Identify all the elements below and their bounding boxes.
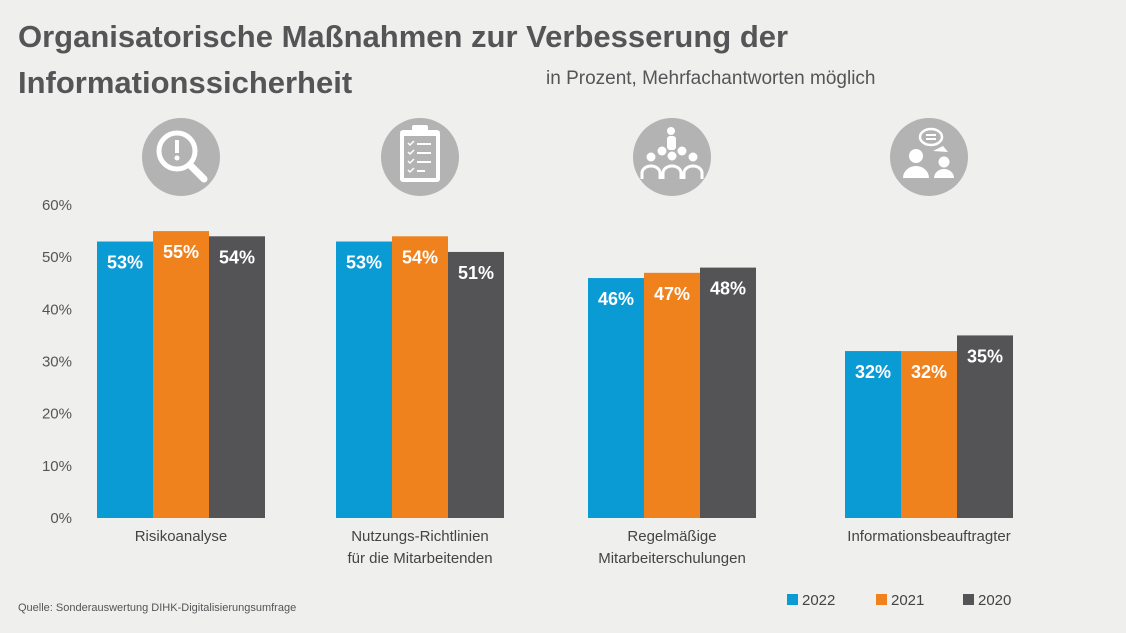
bar-2021 (392, 236, 448, 519)
category-label: Mitarbeiterschulungen (598, 550, 746, 567)
legend-swatch-2022 (787, 594, 798, 605)
data-label: 46% (598, 289, 634, 309)
bar-2020 (957, 335, 1013, 518)
category-label: Risikoanalyse (135, 528, 228, 545)
data-label: 32% (855, 362, 891, 382)
category-label: für die Mitarbeitenden (347, 550, 492, 567)
category-label: Nutzungs-Richtlinien (351, 528, 489, 545)
bar-2022 (97, 241, 153, 518)
bar-2020 (700, 267, 756, 518)
bar-2021 (901, 351, 957, 518)
chart-subtitle: in Prozent, Mehrfachantworten möglich (546, 68, 876, 89)
data-label: 55% (163, 242, 199, 262)
y-tick-label: 40% (42, 301, 72, 318)
data-label: 47% (654, 284, 690, 304)
category-label: Regelmäßige (627, 528, 716, 545)
bar-2021 (644, 272, 700, 518)
bar-2020 (448, 251, 504, 518)
legend-swatch-2021 (876, 594, 887, 605)
data-label: 48% (710, 279, 746, 299)
data-label: 32% (911, 362, 947, 382)
data-label: 51% (458, 263, 494, 283)
category-label: Informationsbeauftragter (847, 528, 1010, 545)
y-tick-label: 0% (50, 510, 72, 527)
data-label: 54% (402, 247, 438, 267)
y-tick-label: 20% (42, 406, 72, 423)
presenter-audience-icon (633, 118, 711, 196)
bar-2020 (209, 236, 265, 519)
chart-title: Organisatorische Maßnahmen zur Verbesser… (18, 19, 789, 100)
y-tick-label: 30% (42, 354, 72, 371)
data-label: 54% (219, 247, 255, 267)
people-speech-bubble-icon (890, 118, 968, 196)
bar-2021 (153, 231, 209, 519)
y-tick-label: 60% (42, 197, 72, 214)
y-tick-label: 50% (42, 249, 72, 266)
clipboard-checklist-icon (381, 118, 459, 196)
data-label: 53% (107, 253, 143, 273)
legend-label: 2020 (978, 592, 1011, 609)
y-tick-label: 10% (42, 458, 72, 475)
bar-2022 (336, 241, 392, 518)
legend-label: 2021 (891, 592, 924, 609)
data-label: 53% (346, 253, 382, 273)
legend-swatch-2020 (963, 594, 974, 605)
bar-2022 (845, 351, 901, 518)
bar-2022 (588, 278, 644, 518)
chart-source: Quelle: Sonderauswertung DIHK-Digitalisi… (18, 602, 297, 614)
legend-label: 2022 (802, 592, 835, 609)
magnifier-exclamation-icon (142, 118, 220, 196)
data-label: 35% (967, 346, 1003, 366)
